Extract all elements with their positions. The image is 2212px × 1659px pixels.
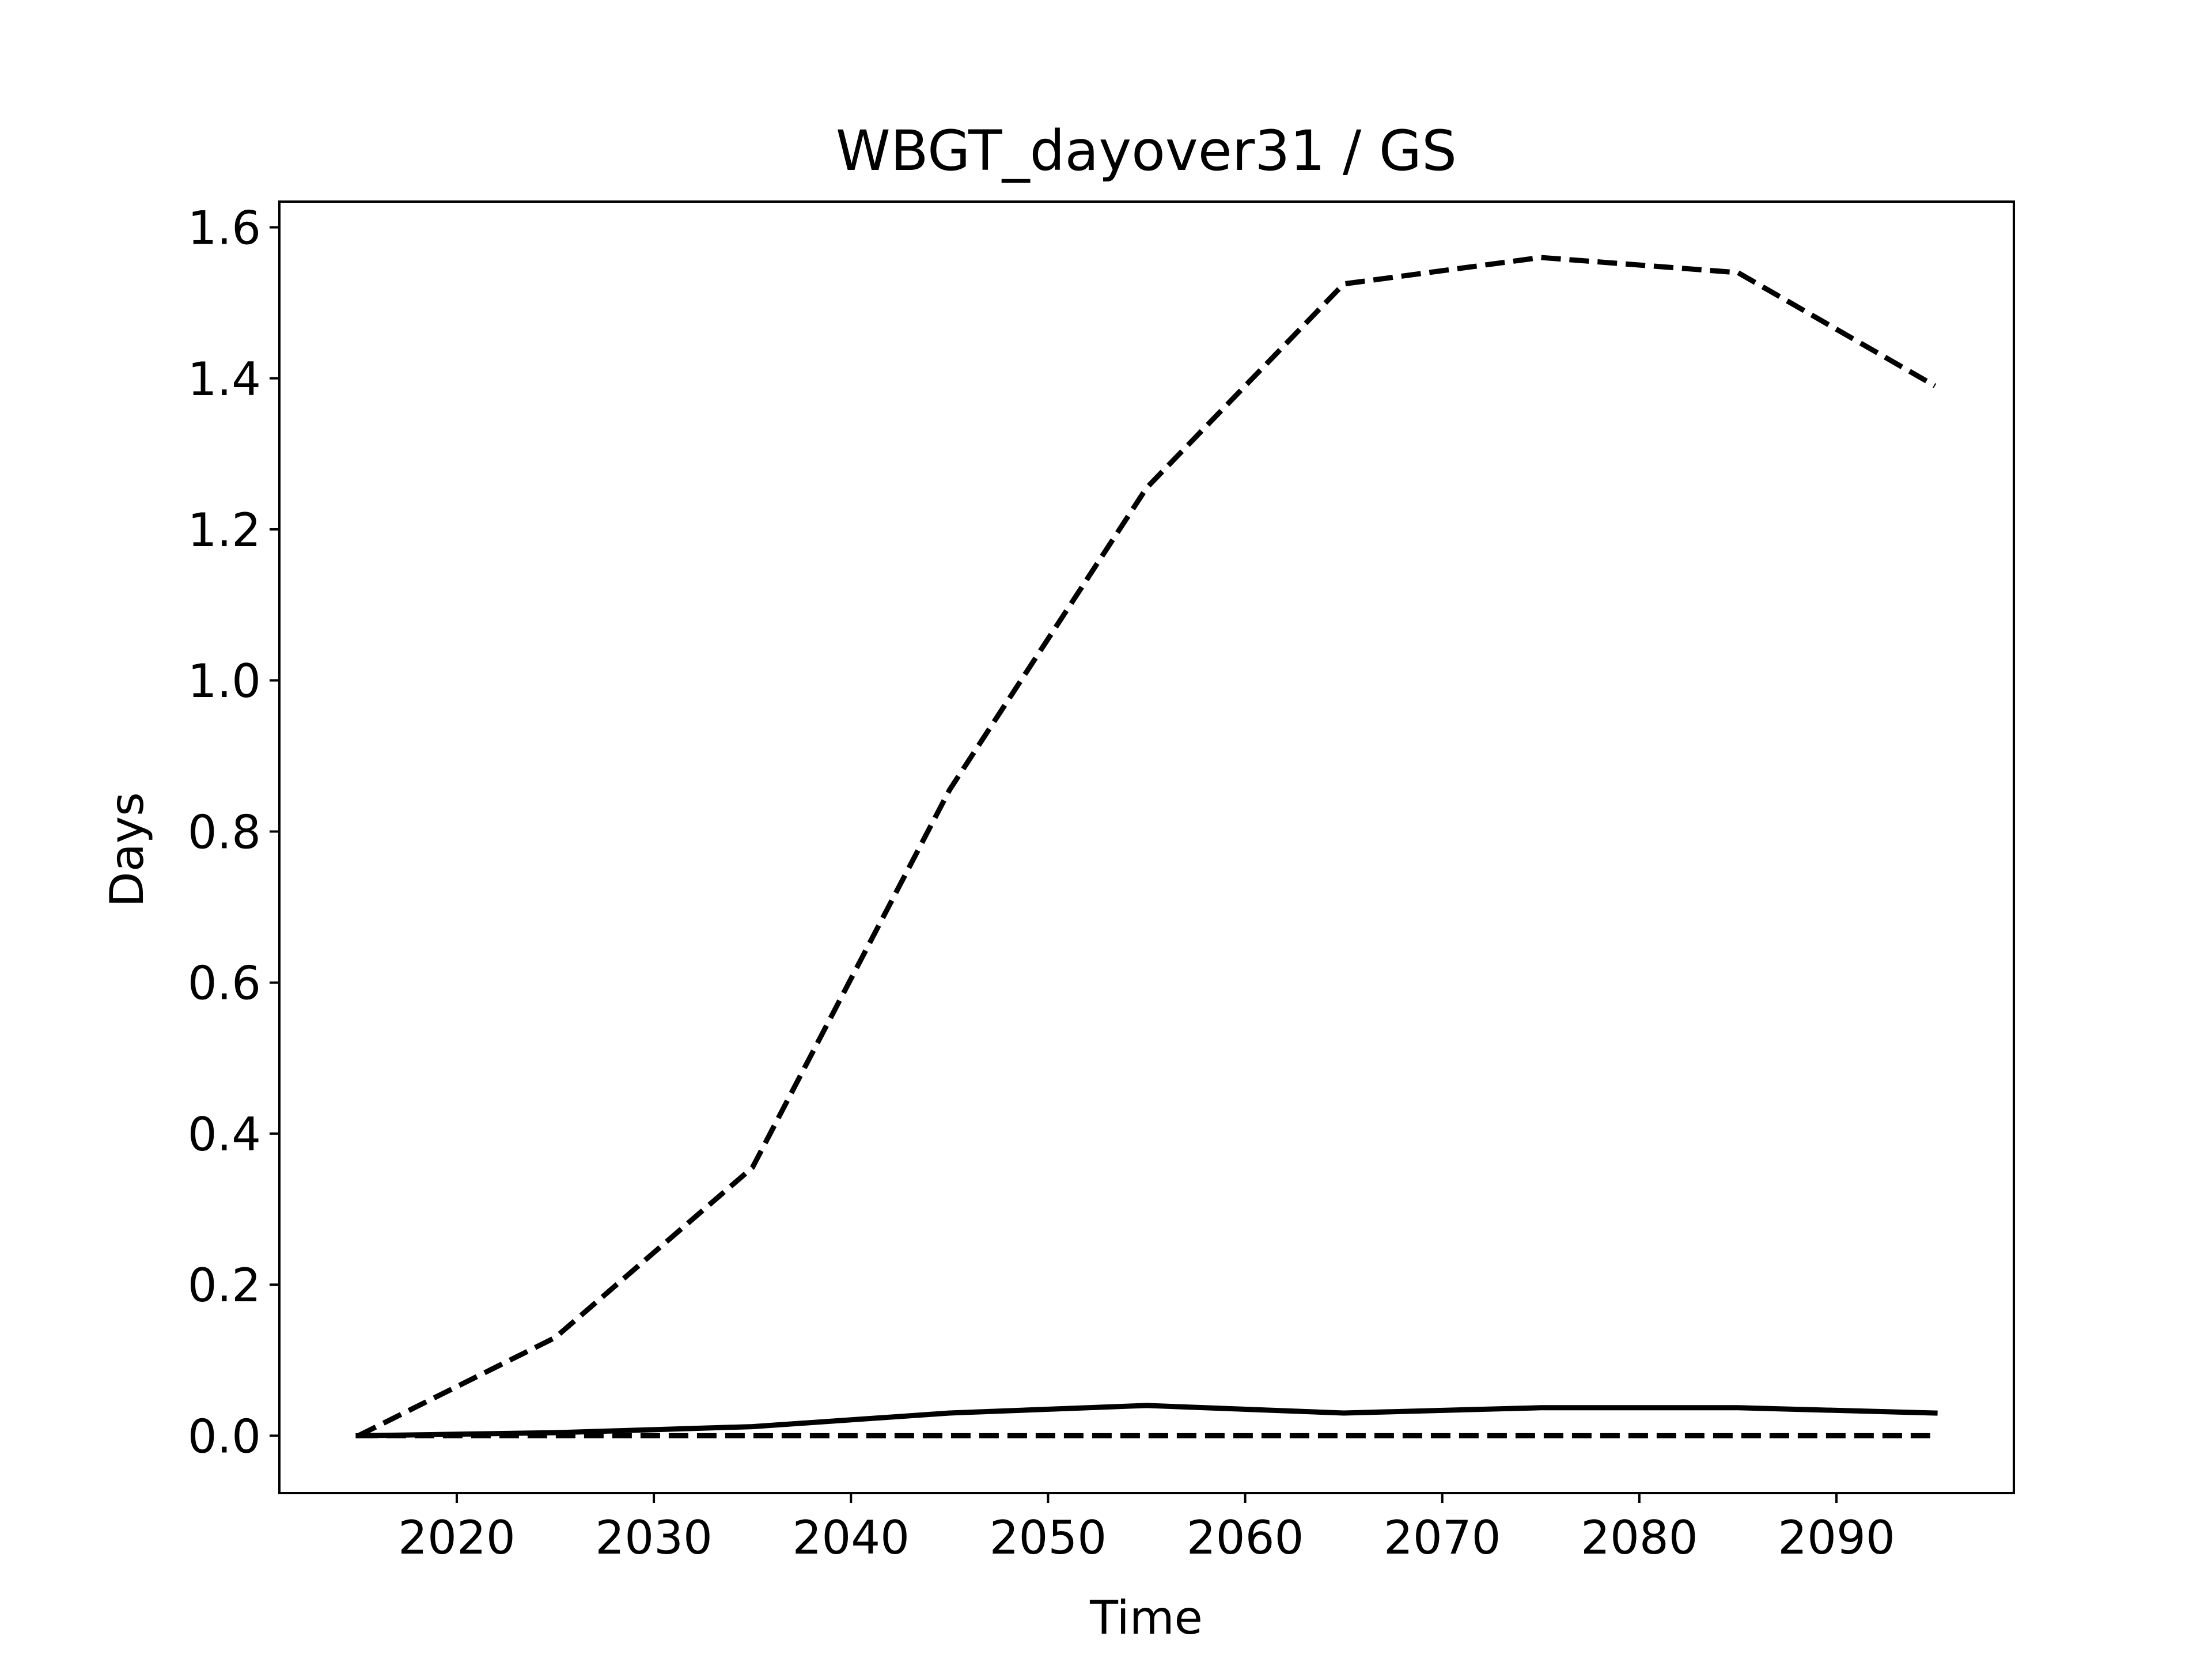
y-tick-label: 1.0	[188, 654, 261, 708]
x-tick-label: 2070	[1384, 1511, 1501, 1565]
x-tick-label: 2080	[1581, 1511, 1698, 1565]
axes-frame	[278, 200, 2015, 1494]
x-tick-label: 2030	[595, 1511, 713, 1565]
series-line-2	[355, 1403, 1938, 1438]
y-tick-label: 0.2	[188, 1259, 261, 1312]
chart-title: WBGT_dayover31 / GS	[836, 119, 1457, 183]
y-tick-label: 1.4	[188, 353, 261, 406]
y-axis: 0.0 0.2 0.4 0.6 0.8 1.0 1.2 1.4 1.6	[188, 202, 279, 1463]
y-tick-label: 0.8	[188, 805, 261, 859]
x-tick-label: 2060	[1187, 1511, 1304, 1565]
x-axis: 2020 2030 2040 2050 2060 2070 2080 2090	[398, 1493, 1895, 1565]
y-tick-label: 0.0	[188, 1410, 261, 1463]
x-tick-label: 2050	[990, 1511, 1107, 1565]
y-tick-label: 1.2	[188, 503, 261, 557]
y-tick-label: 0.6	[188, 957, 261, 1010]
x-axis-label: Time	[1089, 1591, 1203, 1645]
x-tick-label: 2040	[792, 1511, 910, 1565]
y-tick-label: 1.6	[188, 202, 261, 255]
series-line-1	[357, 255, 1937, 1438]
y-tick-label: 0.4	[188, 1108, 261, 1161]
plot-area	[278, 200, 2015, 1494]
series-layer	[355, 255, 1938, 1438]
x-tick-label: 2020	[398, 1511, 516, 1565]
y-axis-label: Days	[100, 792, 154, 907]
x-tick-label: 2090	[1778, 1511, 1895, 1565]
